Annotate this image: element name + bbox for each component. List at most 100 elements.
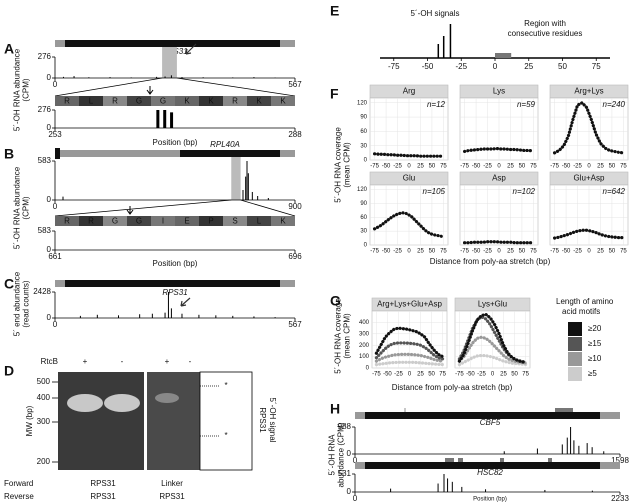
- label: 583: [38, 156, 52, 165]
- label: 25: [507, 249, 514, 255]
- label: 25: [507, 164, 514, 170]
- label: HSC82: [477, 468, 503, 477]
- label: 25: [417, 164, 424, 170]
- label: 90: [360, 201, 367, 207]
- label: G: [160, 97, 166, 106]
- label: -25: [483, 249, 492, 255]
- label: RPS31: [90, 492, 116, 501]
- label: -75: [460, 249, 469, 255]
- label: (mean CPM): [343, 142, 352, 188]
- label: -75: [388, 62, 400, 71]
- label: 400: [359, 320, 370, 326]
- label: RPS31: [159, 492, 185, 501]
- label: 2428: [33, 287, 51, 296]
- label: 0: [407, 164, 411, 170]
- label: ≥5: [588, 369, 597, 378]
- label: 988: [338, 422, 352, 431]
- residue-box: [247, 96, 271, 106]
- label: 583: [38, 226, 52, 235]
- label: -50: [382, 249, 391, 255]
- label: -25: [394, 372, 403, 378]
- label: L: [89, 97, 94, 106]
- label: 5´-OH RNA: [328, 434, 337, 476]
- legend-key: [568, 322, 582, 336]
- label: 567: [288, 80, 302, 89]
- label: +: [165, 357, 170, 366]
- label: Arg: [403, 87, 415, 96]
- label: -25: [483, 164, 492, 170]
- label: RPL40A: [210, 140, 240, 149]
- label: -25: [393, 164, 402, 170]
- label: Position (bp): [473, 497, 507, 503]
- coverage-line: [457, 335, 528, 365]
- label: 30: [360, 143, 367, 149]
- label: P: [208, 217, 213, 226]
- label: 500: [37, 377, 51, 386]
- label: 50: [609, 249, 616, 255]
- label: 900: [288, 202, 302, 211]
- zoom-line: [176, 77, 296, 97]
- label: E: [184, 217, 189, 226]
- label: *: [224, 431, 227, 440]
- label: 5´-OH RNA coverage: [334, 127, 343, 203]
- label: -: [189, 357, 192, 366]
- label: 25: [417, 249, 424, 255]
- label: Position (bp): [153, 138, 198, 147]
- label: R: [64, 97, 70, 106]
- region: [495, 53, 512, 58]
- coverage-line: [374, 352, 445, 363]
- label: Distance from poly-aa stretch (bp): [430, 257, 551, 266]
- label: C: [4, 276, 14, 292]
- arrow: [180, 297, 191, 307]
- band: [155, 393, 179, 403]
- label: -75: [372, 372, 381, 378]
- label: RPS31: [90, 479, 116, 488]
- label: acid motifs: [562, 307, 600, 316]
- label: 0: [493, 62, 498, 71]
- arrow: [185, 43, 197, 55]
- legend-key: [568, 352, 582, 366]
- label: -50: [383, 372, 392, 378]
- label: 1598: [611, 456, 629, 465]
- label: -75: [455, 372, 464, 378]
- label: 50: [519, 249, 526, 255]
- label: 0: [47, 73, 52, 82]
- label: -25: [573, 164, 582, 170]
- residue-box: [271, 96, 295, 106]
- label: 0: [353, 494, 358, 503]
- label: RPS31: [162, 288, 187, 297]
- label: 0: [47, 123, 52, 132]
- domain: [458, 458, 463, 462]
- label: 0: [53, 320, 58, 329]
- label: 0: [47, 195, 52, 204]
- cds-bar: [180, 150, 280, 157]
- label: 0: [364, 158, 368, 164]
- label: -50: [466, 372, 475, 378]
- legend-key: [568, 367, 582, 381]
- band: [104, 394, 140, 412]
- label: -50: [562, 249, 571, 255]
- label: -25: [573, 249, 582, 255]
- gel-box: [199, 371, 253, 471]
- zoom-line: [54, 199, 232, 217]
- arrow: [146, 86, 154, 95]
- residue-box: [55, 96, 79, 106]
- residue-box: [175, 96, 199, 106]
- label: G: [112, 217, 118, 226]
- label: n=102: [513, 187, 536, 196]
- label: K: [208, 97, 214, 106]
- residue-box: [199, 96, 223, 106]
- label: consecutive residues: [508, 29, 583, 38]
- coverage-line: [457, 312, 528, 364]
- label: 25: [524, 62, 533, 71]
- coverage-line: [552, 228, 626, 240]
- label: 300: [359, 331, 370, 337]
- label: Lys+Glu: [478, 300, 507, 309]
- label: Region with: [524, 19, 566, 28]
- coverage-line: [372, 211, 446, 239]
- label: K: [256, 97, 262, 106]
- residue-box: [223, 216, 247, 226]
- label: Glu+Asp: [574, 174, 605, 183]
- arrow: [126, 206, 134, 215]
- domain: [500, 458, 504, 462]
